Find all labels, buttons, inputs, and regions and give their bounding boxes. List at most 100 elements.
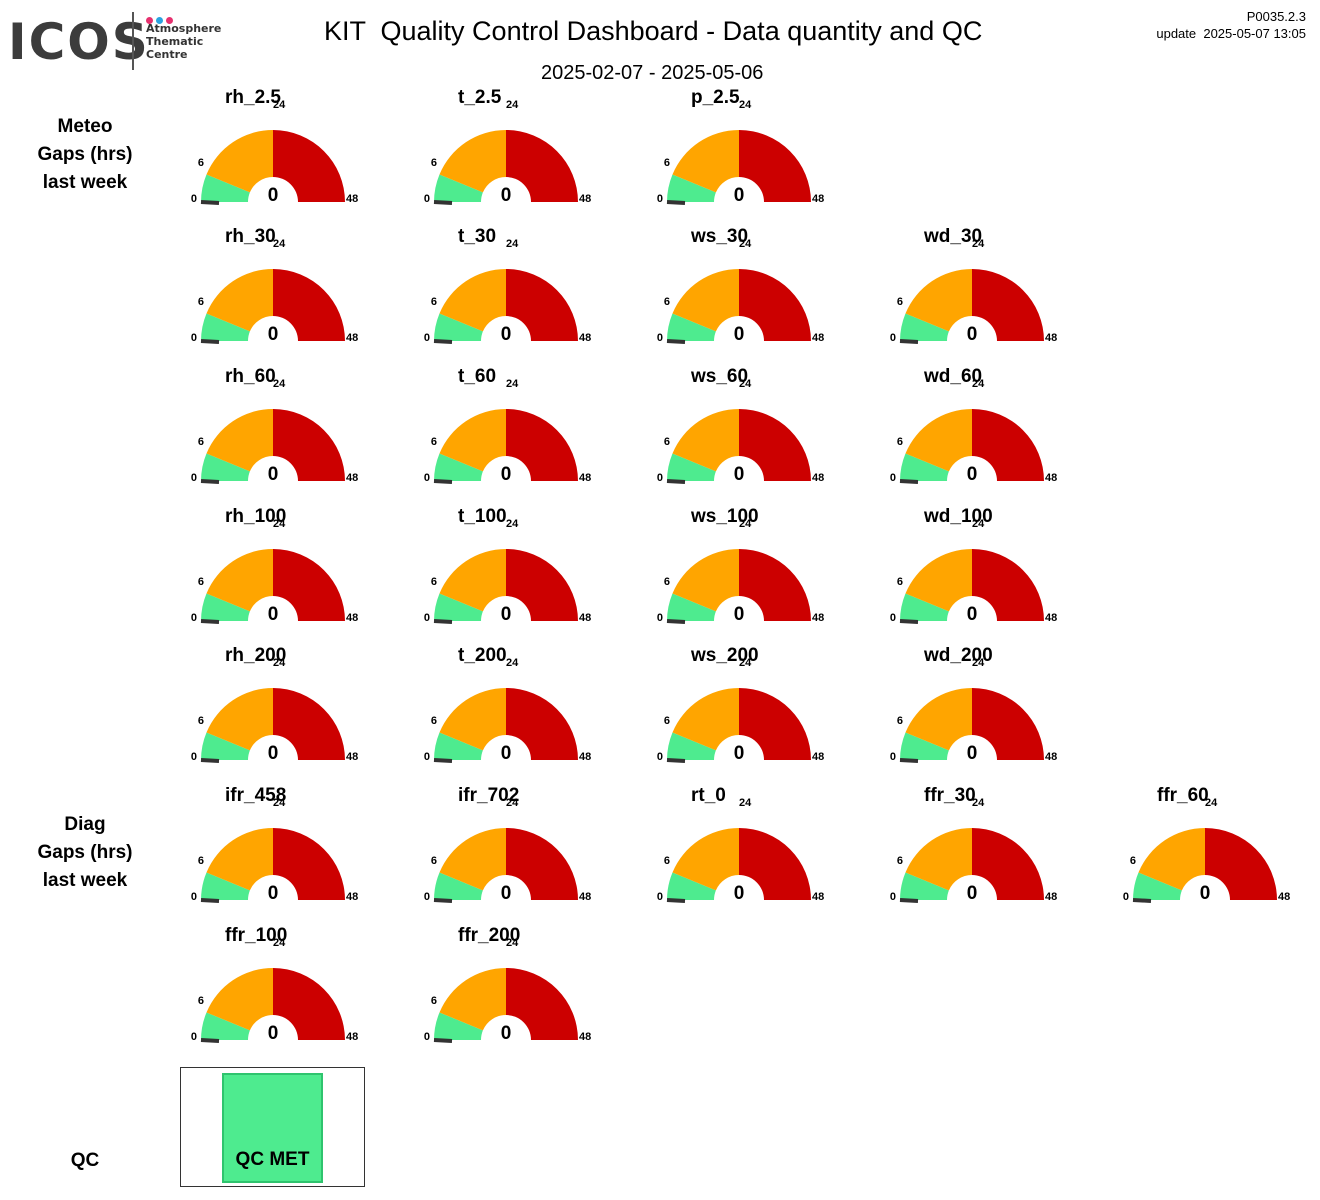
gauge-needle <box>433 200 453 205</box>
logo-dot <box>166 17 173 24</box>
gauge: 0 6 24 48 0 ffr_60 <box>1123 785 1290 904</box>
gauge-title: wd_60 <box>923 366 982 387</box>
gauge-title: t_200 <box>458 645 507 666</box>
gauge-tick-label: 0 <box>890 472 896 484</box>
gauge: 0 6 24 48 0 rh_200 <box>191 645 358 764</box>
gauge-tick-label: 24 <box>506 797 519 809</box>
gauge-tick-label: 0 <box>890 891 896 903</box>
section-label-qc: QC <box>0 1147 170 1175</box>
gauge-tick-label: 0 <box>890 612 896 624</box>
section-label-line: Meteo <box>57 116 113 137</box>
gauge-tick-label: 48 <box>1045 612 1057 624</box>
gauge-band <box>206 968 273 1031</box>
gauge-title: ffr_100 <box>225 925 287 946</box>
gauge: 0 6 24 48 0 ws_200 <box>657 645 824 764</box>
gauge-tick-label: 0 <box>657 751 663 763</box>
gauge-band <box>672 688 739 751</box>
gauge-tick-label: 0 <box>890 332 896 344</box>
gauge-band <box>201 313 250 341</box>
gauge-band <box>667 313 716 341</box>
gauge-title: ws_30 <box>690 226 748 247</box>
gauge-needle <box>899 339 919 344</box>
gauge-band <box>672 269 739 332</box>
gauge-band <box>439 549 506 612</box>
section-label-line: QC <box>70 1150 100 1171</box>
gauge-tick-label: 0 <box>424 612 430 624</box>
gauge-tick-label: 6 <box>897 855 903 867</box>
gauge-band <box>273 269 345 341</box>
gauge-band <box>739 828 811 900</box>
gauge-band <box>905 409 972 472</box>
gauge-value: 0 <box>501 604 512 625</box>
gauge-tick-label: 0 <box>191 612 197 624</box>
gauge-band <box>506 130 578 202</box>
gauge-needle <box>200 619 220 624</box>
icos-wordmark: ICOS <box>8 13 150 71</box>
gauge-tick-label: 24 <box>273 99 286 111</box>
gauge-tick-label: 6 <box>198 576 204 588</box>
gauge-title: t_2.5 <box>458 87 502 108</box>
page-title: KIT Quality Control Dashboard - Data qua… <box>324 16 983 46</box>
gauge-band <box>667 174 716 202</box>
gauge-tick-label: 48 <box>579 891 591 903</box>
gauge-tick-label: 6 <box>431 296 437 308</box>
gauge-tick-label: 6 <box>431 715 437 727</box>
gauge-tick-label: 48 <box>812 472 824 484</box>
gauge: 0 6 24 48 0 t_60 <box>424 366 591 485</box>
gauge: 0 6 24 48 0 ffr_100 <box>191 925 358 1044</box>
gauge-tick-label: 6 <box>198 157 204 169</box>
gauge-tick-label: 48 <box>579 472 591 484</box>
gauge-band <box>506 409 578 481</box>
gauge-tick-label: 0 <box>1123 891 1129 903</box>
logo-text-line: Atmosphere <box>146 22 222 35</box>
gauge-title: ws_100 <box>690 506 759 527</box>
gauge-tick-label: 48 <box>812 891 824 903</box>
gauge-value: 0 <box>268 464 279 485</box>
gauge-band <box>439 409 506 472</box>
gauge-band <box>206 828 273 891</box>
gauge-needle <box>666 339 686 344</box>
gauge-title: ffr_200 <box>458 925 520 946</box>
gauge-band <box>972 269 1044 341</box>
gauge-title: t_60 <box>458 366 496 387</box>
gauge-band <box>434 174 483 202</box>
gauge-value: 0 <box>1200 883 1211 904</box>
gauge-band <box>439 130 506 193</box>
gauge-tick-label: 0 <box>657 612 663 624</box>
gauge-tick-label: 6 <box>198 995 204 1007</box>
gauge-tick-label: 48 <box>346 751 358 763</box>
gauge-band <box>739 549 811 621</box>
gauge-band <box>506 828 578 900</box>
gauge-band <box>506 269 578 341</box>
gauge-title: ffr_60 <box>1157 785 1209 806</box>
gauge-band <box>439 688 506 751</box>
gauge-title: ifr_458 <box>225 785 286 806</box>
gauge-value: 0 <box>268 883 279 904</box>
gauge-band <box>1205 828 1277 900</box>
logo-dot <box>146 17 153 24</box>
gauge: 0 6 24 48 0 rh_30 <box>191 226 358 345</box>
gauge-band <box>972 549 1044 621</box>
gauge-tick-label: 48 <box>579 751 591 763</box>
section-label-line: Gaps (hrs) <box>37 842 133 863</box>
gauge-tick-label: 24 <box>739 378 752 390</box>
gauge-value: 0 <box>268 1023 279 1044</box>
section-label-line: Diag <box>64 814 106 835</box>
gauge: 0 6 24 48 0 t_2.5 <box>424 87 591 206</box>
gauge-tick-label: 0 <box>424 193 430 205</box>
gauge-value: 0 <box>268 743 279 764</box>
logo-text-line: Thematic <box>146 35 204 48</box>
gauge-title: wd_30 <box>923 226 982 247</box>
gauge-tick-label: 0 <box>657 193 663 205</box>
gauge-band <box>201 732 250 760</box>
gauge-tick-label: 24 <box>739 518 752 530</box>
gauge: 0 6 24 48 0 wd_100 <box>890 506 1057 625</box>
gauge-needle <box>666 898 686 903</box>
gauge-tick-label: 6 <box>897 715 903 727</box>
gauge-value: 0 <box>501 185 512 206</box>
section-label-line: last week <box>42 172 128 193</box>
gauge-tick-label: 6 <box>664 157 670 169</box>
gauge-band <box>739 409 811 481</box>
gauge-tick-label: 0 <box>191 751 197 763</box>
gauge-needle <box>200 898 220 903</box>
